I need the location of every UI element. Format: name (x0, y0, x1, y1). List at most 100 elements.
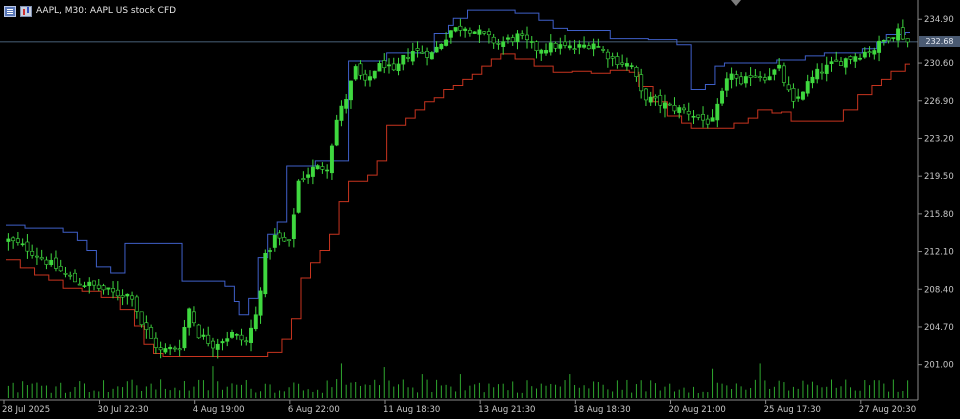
candle-body (591, 43, 596, 50)
time-tick-label: 27 Aug 20:30 (859, 405, 916, 415)
candle-body (444, 39, 449, 46)
candle-body (777, 64, 782, 69)
candle-body (505, 37, 510, 40)
candle-body (387, 64, 391, 67)
candle-body (106, 287, 111, 290)
candle-body (577, 44, 582, 48)
candle-body (344, 99, 349, 109)
candle-body (206, 334, 211, 344)
candle-body (605, 51, 610, 60)
candle-body (282, 237, 287, 242)
candle-body (34, 255, 39, 258)
candle-body (225, 338, 230, 342)
candle-body (101, 285, 106, 291)
candle-body (705, 118, 710, 125)
candle-body (425, 51, 430, 58)
candle-body (805, 81, 810, 94)
candle-body (886, 37, 891, 42)
time-tick-label: 25 Aug 17:30 (764, 405, 821, 415)
candle-body (544, 50, 548, 54)
candle-body (729, 73, 734, 80)
candle-body (191, 311, 196, 324)
candle-body (682, 107, 686, 111)
candle-body (643, 88, 648, 101)
candle-body (724, 78, 729, 91)
candle-body (758, 76, 763, 79)
candle-body (201, 334, 206, 337)
candle-body (653, 96, 658, 99)
candle-body (15, 238, 20, 243)
candle-body (472, 31, 477, 34)
candle-body (401, 54, 406, 65)
candle-body (377, 63, 382, 72)
candle-body (111, 288, 116, 293)
candle-body (25, 241, 30, 252)
candle-body (601, 49, 606, 51)
candle-body (743, 76, 748, 84)
candle-body (382, 60, 387, 69)
channel-layer (6, 9, 910, 358)
candle-body (696, 114, 701, 118)
candle-body (296, 180, 301, 213)
candle-body (620, 62, 625, 65)
chart-type-icon[interactable] (20, 5, 32, 17)
candle-body (320, 166, 325, 170)
candle-body (839, 61, 843, 66)
symbol-label: AAPL (36, 6, 60, 16)
candle-body (239, 334, 244, 341)
time-tick-label: 28 Jul 2025 (2, 405, 50, 415)
shift-marker-icon[interactable] (731, 0, 741, 6)
price-tick-label: 204.70 (924, 323, 954, 333)
candle-body (710, 117, 715, 122)
candle-body (230, 332, 234, 338)
candle-body (58, 266, 63, 272)
candle-body (249, 327, 253, 343)
candle-body (843, 58, 848, 68)
time-tick-label: 4 Aug 19:00 (193, 405, 245, 415)
candle-body (658, 95, 663, 106)
candle-body (68, 274, 73, 277)
candle-body (610, 56, 615, 59)
candle-body (739, 76, 744, 85)
candle-body (329, 145, 334, 174)
candle-body (767, 76, 772, 81)
candle-body (368, 76, 372, 81)
candle-body (667, 103, 672, 106)
candle-body (96, 284, 101, 289)
candle-body (406, 57, 411, 59)
candle-body (572, 48, 577, 50)
price-tick-label: 234.90 (924, 15, 954, 25)
candle-body (125, 293, 130, 297)
time-tick-label: 13 Aug 21:30 (478, 405, 535, 415)
candle-body (334, 119, 339, 146)
candle-body (253, 314, 258, 330)
candle-body (234, 334, 239, 336)
candle-body (834, 59, 839, 62)
candle-body (73, 272, 77, 283)
candle-body (396, 63, 401, 72)
candle-body (310, 166, 315, 177)
candle-body (548, 42, 553, 53)
candle-body (53, 257, 58, 269)
candle-body (663, 102, 667, 109)
candle-body (810, 76, 815, 84)
candle-body (196, 324, 201, 339)
candle-body (277, 232, 282, 239)
symbol-description: AAPL US stock CFD (89, 6, 177, 16)
candle-body (410, 51, 415, 62)
candle-body (163, 348, 168, 353)
chart-grid-icon[interactable] (4, 5, 16, 17)
volume-histogram (7, 363, 909, 398)
candle-body (272, 234, 277, 248)
candle-body (325, 169, 330, 172)
candle-body (391, 63, 396, 71)
candle-body (491, 36, 496, 44)
candle-body (182, 327, 187, 349)
candle-body (786, 84, 791, 91)
candle-body (800, 91, 805, 100)
candle-body (672, 105, 677, 112)
candle-body (862, 51, 867, 58)
candle-body (629, 65, 634, 67)
